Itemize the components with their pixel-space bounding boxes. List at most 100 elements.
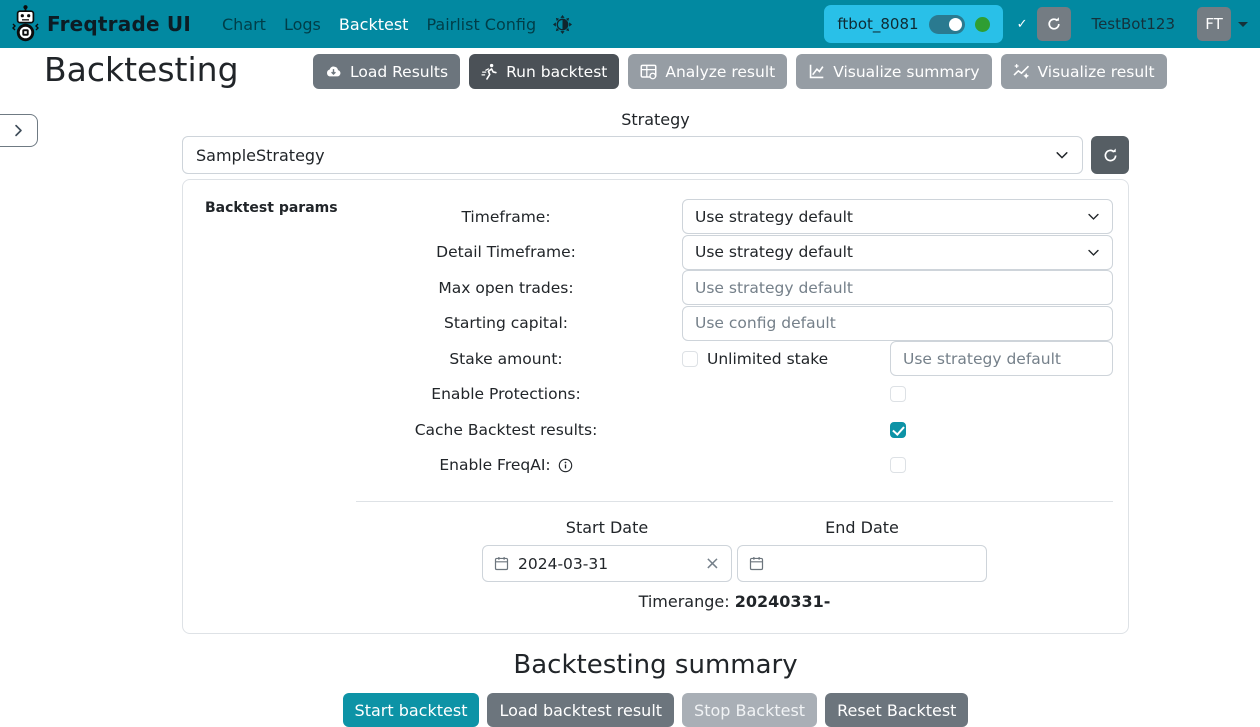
detail-timeframe-value: Use strategy default bbox=[695, 243, 853, 262]
nav-link-backtest[interactable]: Backtest bbox=[338, 14, 409, 34]
start-backtest-button[interactable]: Start backtest bbox=[342, 693, 480, 727]
brand[interactable]: Freqtrade UI bbox=[12, 4, 191, 44]
freqtrade-robot-logo-icon bbox=[12, 4, 39, 44]
cache-results-row: Cache Backtest results: bbox=[183, 412, 1128, 448]
enable-freqai-label: Enable FreqAI: bbox=[439, 456, 551, 475]
timeframe-row: Timeframe: Use strategy default bbox=[183, 199, 1128, 235]
timeframe-value: Use strategy default bbox=[695, 207, 853, 226]
timerange-value: 20240331- bbox=[734, 592, 831, 611]
theme-toggle-icon[interactable] bbox=[553, 14, 573, 34]
reset-backtest-button[interactable]: Reset Backtest bbox=[825, 693, 969, 727]
divider bbox=[356, 501, 1113, 502]
load-backtest-result-button[interactable]: Load backtest result bbox=[487, 693, 675, 727]
start-date-value: 2024-03-31 bbox=[518, 554, 609, 573]
timeframe-select[interactable]: Use strategy default bbox=[682, 199, 1113, 235]
unlimited-stake-checkbox[interactable] bbox=[682, 350, 698, 367]
end-date-label: End Date bbox=[825, 518, 899, 537]
chevron-down-icon[interactable] bbox=[1238, 21, 1248, 27]
card-title: Backtest params bbox=[205, 200, 338, 216]
enable-freqai-row: Enable FreqAI: bbox=[183, 448, 1128, 484]
calendar-icon bbox=[494, 556, 509, 571]
bot-name: ftbot_8081 bbox=[837, 15, 919, 33]
backtest-content: Strategy SampleStrategy Backtest params … bbox=[182, 110, 1129, 727]
enable-freqai-checkbox[interactable] bbox=[889, 457, 906, 474]
bot-online-toggle[interactable] bbox=[928, 14, 965, 34]
chevron-down-icon bbox=[1055, 148, 1069, 162]
run-backtest-button[interactable]: Run backtest bbox=[469, 54, 620, 89]
reload-button[interactable] bbox=[1037, 7, 1072, 41]
strategy-select[interactable]: SampleStrategy bbox=[182, 136, 1083, 174]
max-open-trades-input[interactable] bbox=[682, 270, 1113, 306]
bot-status-dot bbox=[974, 16, 990, 32]
max-open-trades-row: Max open trades: bbox=[183, 270, 1128, 306]
analyze-result-button[interactable]: Analyze result bbox=[628, 54, 788, 89]
cache-results-label: Cache Backtest results: bbox=[414, 420, 598, 439]
backtest-params-card: Backtest params Timeframe: Use strategy … bbox=[182, 179, 1129, 634]
strategy-label: Strategy bbox=[621, 110, 690, 129]
bot-selector-button[interactable]: ftbot_8081 bbox=[824, 5, 1003, 43]
stake-amount-input[interactable] bbox=[890, 341, 1113, 377]
stake-amount-label: Stake amount: bbox=[449, 349, 563, 368]
refresh-strategies-button[interactable] bbox=[1091, 136, 1129, 174]
navbar: Freqtrade UI Chart Logs Backtest Pairlis… bbox=[0, 0, 1260, 48]
button-label: Visualize result bbox=[1037, 62, 1155, 81]
visualize-result-button[interactable]: Visualize result bbox=[1000, 54, 1167, 89]
chevron-down-icon bbox=[1087, 210, 1100, 223]
summary-buttons: Start backtest Load backtest result Stop… bbox=[182, 693, 1129, 727]
stake-amount-row: Stake amount: Unlimited stake bbox=[183, 341, 1128, 377]
starting-capital-input[interactable] bbox=[682, 305, 1113, 341]
start-date-label: Start Date bbox=[565, 518, 649, 537]
refresh-icon bbox=[1102, 147, 1119, 164]
toggle-knob bbox=[948, 17, 962, 31]
timerange-text: Timerange: 20240331- bbox=[356, 592, 1113, 611]
load-results-button[interactable]: Load Results bbox=[313, 54, 461, 89]
sparkline-chart-icon bbox=[1013, 63, 1030, 80]
avatar-initials: FT bbox=[1205, 15, 1223, 33]
sidebar-expand-button[interactable] bbox=[0, 114, 38, 147]
bot-username: TestBot123 bbox=[1091, 15, 1175, 33]
navbar-right: ftbot_8081 ✓ TestBot123 FT bbox=[824, 5, 1248, 43]
button-label: Analyze result bbox=[665, 62, 776, 81]
summary-title: Backtesting summary bbox=[513, 650, 798, 680]
calendar-icon bbox=[749, 556, 764, 571]
max-open-trades-label: Max open trades: bbox=[438, 278, 574, 297]
visualize-summary-button[interactable]: Visualize summary bbox=[796, 54, 992, 89]
line-chart-icon bbox=[808, 63, 825, 80]
strategy-selected-value: SampleStrategy bbox=[196, 145, 325, 165]
detail-timeframe-select[interactable]: Use strategy default bbox=[682, 234, 1113, 270]
enable-protections-row: Enable Protections: bbox=[183, 377, 1128, 413]
page-title: Backtesting bbox=[44, 50, 239, 89]
nav-links: Chart Logs Backtest Pairlist Config bbox=[213, 7, 545, 42]
timeframe-label: Timeframe: bbox=[461, 207, 551, 226]
starting-capital-row: Starting capital: bbox=[183, 305, 1128, 342]
start-date-input[interactable]: 2024-03-31 × bbox=[482, 545, 732, 582]
cloud-download-icon bbox=[325, 63, 342, 80]
reload-icon bbox=[1046, 16, 1062, 32]
clear-date-icon[interactable]: × bbox=[704, 552, 720, 574]
header-buttons: Load Results Run backtest Analyze result bbox=[313, 54, 1167, 89]
unlimited-stake-label: Unlimited stake bbox=[707, 349, 829, 368]
stop-backtest-button[interactable]: Stop Backtest bbox=[682, 693, 818, 727]
detail-timeframe-label: Detail Timeframe: bbox=[436, 243, 576, 262]
button-label: Visualize summary bbox=[833, 62, 980, 81]
starting-capital-label: Starting capital: bbox=[443, 314, 569, 333]
chevron-down-icon bbox=[1087, 246, 1100, 259]
timerange-label: Timerange: bbox=[638, 592, 730, 611]
chevron-right-icon bbox=[12, 124, 25, 137]
runner-icon bbox=[481, 63, 498, 80]
nav-link-pairlist-config[interactable]: Pairlist Config bbox=[426, 14, 537, 34]
detail-timeframe-row: Detail Timeframe: Use strategy default bbox=[183, 234, 1128, 271]
button-label: Run backtest bbox=[506, 62, 608, 81]
enable-protections-label: Enable Protections: bbox=[431, 385, 581, 404]
check-icon: ✓ bbox=[1016, 16, 1028, 32]
end-date-input[interactable] bbox=[737, 545, 987, 582]
enable-protections-checkbox[interactable] bbox=[889, 386, 906, 403]
nav-link-chart[interactable]: Chart bbox=[221, 14, 266, 34]
info-icon[interactable] bbox=[558, 458, 573, 473]
brand-title: Freqtrade UI bbox=[47, 12, 191, 36]
nav-link-logs[interactable]: Logs bbox=[283, 14, 321, 34]
table-settings-icon bbox=[640, 63, 657, 80]
cache-results-checkbox[interactable] bbox=[889, 421, 906, 438]
button-label: Load Results bbox=[350, 62, 449, 81]
user-avatar[interactable]: FT bbox=[1197, 7, 1231, 41]
